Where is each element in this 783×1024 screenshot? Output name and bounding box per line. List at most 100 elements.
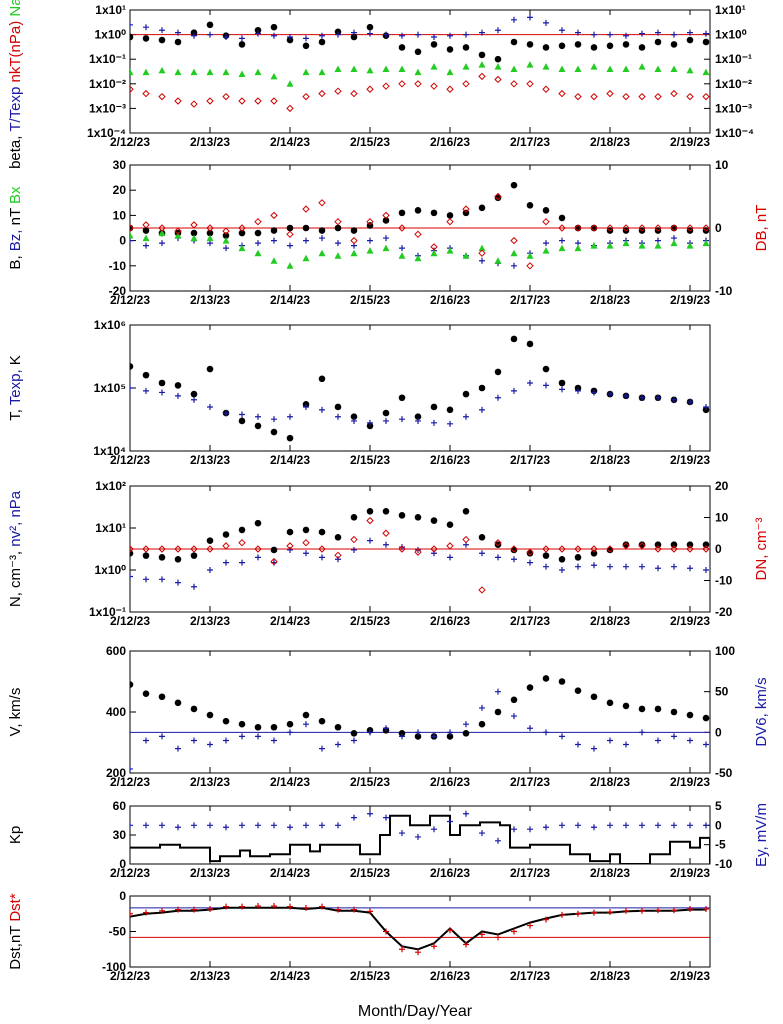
x-tick-label: 2/19/23 [670, 866, 710, 880]
data-point [270, 72, 278, 80]
data-point [574, 244, 582, 252]
x-tick-label: 2/17/23 [510, 293, 550, 307]
data-point [431, 419, 437, 426]
data-point [190, 221, 198, 229]
right-axis-label-part: Ey, mV/m [753, 803, 770, 867]
data-point [623, 32, 629, 39]
data-point [303, 904, 309, 911]
x-tick-label: 2/13/23 [190, 453, 230, 467]
data-point [478, 720, 486, 728]
data-point [130, 224, 134, 232]
left-tick-label: 1x10⁰ [94, 563, 126, 577]
plot-area [130, 181, 710, 270]
data-point [463, 31, 469, 38]
x-tick-label: 2/16/23 [430, 614, 470, 628]
data-point [270, 428, 278, 436]
data-point [367, 810, 373, 817]
data-point [638, 224, 646, 232]
data-point [174, 38, 182, 46]
data-point [558, 65, 566, 72]
data-point [446, 46, 454, 53]
data-point [382, 65, 390, 72]
data-point [319, 822, 325, 829]
left-tick-label: 60 [113, 799, 127, 813]
data-point [575, 741, 581, 748]
data-point [398, 545, 406, 553]
data-point [479, 830, 485, 837]
data-point [334, 551, 342, 560]
data-point [286, 36, 294, 44]
x-tick-label: 2/12/23 [110, 135, 150, 149]
data-point [159, 576, 165, 583]
data-point [206, 365, 214, 373]
data-point [399, 733, 405, 740]
left-axis-label: T, Texp, K [7, 355, 24, 421]
data-point [430, 545, 438, 553]
data-point [686, 242, 694, 249]
data-point [142, 690, 150, 697]
data-point [207, 822, 213, 829]
data-point [335, 556, 341, 563]
data-point [350, 227, 358, 234]
right-tick-label: 10 [715, 158, 729, 172]
data-point [494, 63, 502, 70]
data-point [527, 380, 533, 387]
data-point [591, 31, 597, 38]
data-point [463, 810, 469, 817]
data-point [383, 235, 389, 242]
data-point [446, 68, 454, 76]
data-point [575, 822, 581, 829]
x-tick-label: 2/16/23 [430, 866, 470, 880]
data-point [591, 562, 597, 569]
data-point [703, 30, 709, 37]
data-point [399, 830, 405, 837]
data-point [510, 335, 518, 343]
data-point [639, 394, 645, 401]
data-point [382, 409, 390, 417]
data-point [559, 27, 565, 34]
left-tick-label: -20 [109, 284, 127, 298]
data-point [158, 36, 166, 44]
data-point [414, 513, 422, 521]
data-point [159, 907, 165, 914]
data-point [670, 708, 678, 716]
data-point [254, 68, 262, 76]
data-point [511, 16, 517, 23]
data-point [591, 745, 597, 752]
data-point [383, 928, 389, 935]
data-point [319, 554, 325, 561]
data-point [527, 725, 533, 732]
data-point [703, 741, 709, 748]
data-point [543, 916, 549, 923]
data-point [367, 419, 373, 426]
data-point [206, 545, 214, 553]
data-point [207, 240, 213, 247]
data-point [334, 252, 342, 259]
data-point [206, 229, 214, 237]
data-point [143, 576, 149, 583]
data-point [639, 907, 645, 914]
data-point [270, 211, 278, 220]
data-point [159, 27, 165, 34]
left-tick-label: 30 [113, 828, 127, 842]
data-point [622, 41, 630, 48]
data-point [238, 224, 246, 232]
data-point [494, 257, 502, 264]
data-point [271, 237, 277, 244]
plot-area [130, 810, 710, 864]
left-axis-label-part: B, [7, 255, 24, 269]
data-point [511, 928, 517, 935]
left-tick-label: 1x10¹ [95, 3, 126, 17]
data-point [447, 818, 453, 825]
data-point [654, 242, 662, 249]
left-tick-label: 1x10⁰ [94, 28, 126, 42]
data-point [559, 733, 565, 740]
right-axis-label-part: DB, nT [753, 205, 770, 252]
data-point [130, 549, 134, 557]
data-point [366, 507, 374, 515]
data-point [158, 545, 166, 553]
data-point [239, 822, 245, 829]
data-point [639, 30, 645, 37]
